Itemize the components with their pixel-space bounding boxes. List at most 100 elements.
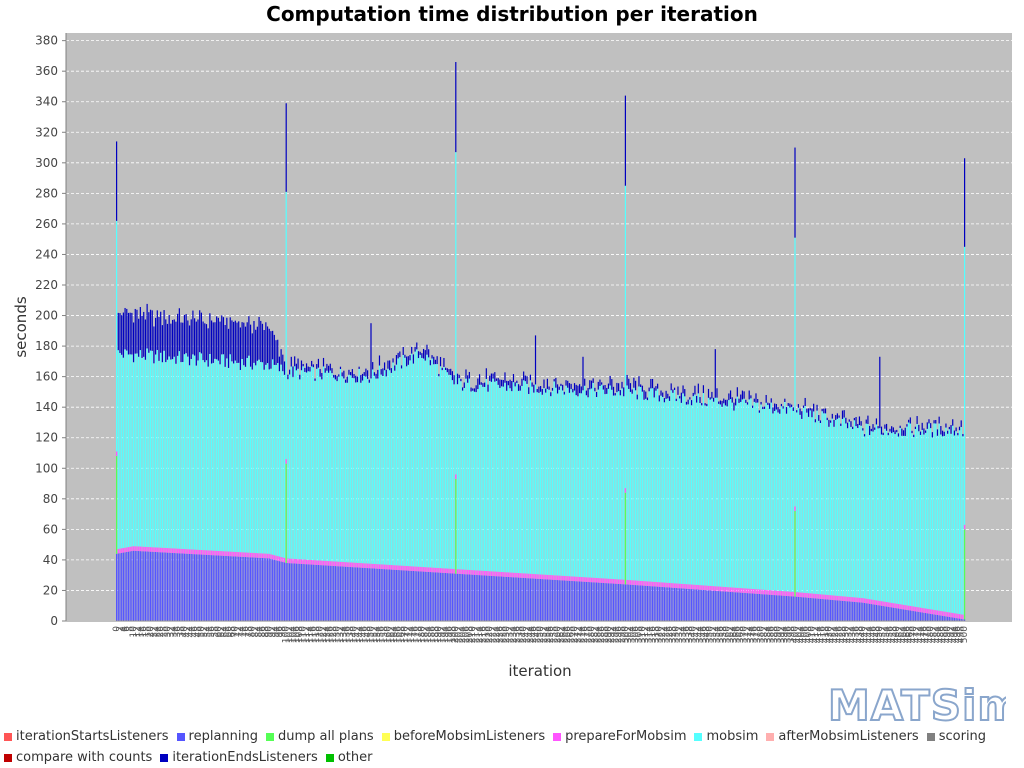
segment-replanning	[356, 567, 359, 621]
segment-replanning	[261, 558, 264, 621]
x-tick-label: 40	[180, 626, 190, 638]
segment-iterationEndsListeners	[255, 329, 257, 366]
segment-mobsim	[158, 360, 160, 548]
bar-iteration-488	[943, 431, 945, 621]
segment-mobsim	[351, 377, 353, 563]
segment-mobsim	[451, 380, 454, 569]
segment-mobsim	[791, 406, 793, 592]
segment-replanning	[126, 551, 128, 621]
x-tick-label: 142	[353, 626, 363, 643]
segment-iterationEndsListeners	[684, 389, 686, 397]
bar-iteration-72	[238, 321, 240, 621]
segment-prepareForMobsim	[582, 577, 584, 582]
segment-iterationEndsListeners	[719, 400, 721, 405]
segment-prepareForMobsim	[394, 565, 396, 570]
segment-mobsim	[948, 429, 950, 613]
segment-iterationEndsListeners	[655, 386, 657, 391]
segment-prepareForMobsim	[421, 566, 423, 572]
segment-prepareForMobsim	[407, 566, 409, 571]
segment-iterationEndsListeners	[813, 403, 815, 412]
segment-replanning	[880, 605, 883, 621]
bar-iteration-464	[902, 430, 905, 621]
segment-replanning	[914, 611, 917, 621]
segment-prepareForMobsim	[921, 607, 923, 613]
x-tick-label: 100	[282, 626, 292, 643]
bar-iteration-319	[657, 383, 659, 621]
x-tick-label: 108	[295, 626, 305, 643]
segment-replanning	[372, 568, 374, 621]
legend-label: iterationStartsListeners	[16, 729, 169, 744]
bar-iteration-123	[324, 368, 326, 621]
segment-iterationEndsListeners	[947, 430, 949, 434]
segment-iterationEndsListeners	[521, 378, 523, 386]
segment-iterationEndsListeners	[122, 312, 124, 358]
x-tick-label: 106	[292, 626, 302, 643]
segment-mobsim	[665, 398, 667, 583]
y-tick-label: 60	[43, 522, 58, 536]
segment-replanning	[253, 557, 255, 621]
segment-iterationEndsListeners	[404, 354, 406, 358]
segment-prepareForMobsim	[726, 587, 728, 592]
segment-mobsim	[478, 384, 481, 571]
x-tick-label: 258	[550, 626, 560, 643]
segment-prepareForMobsim	[121, 548, 123, 553]
bar-iteration-267	[568, 383, 571, 621]
segment-mobsim	[807, 416, 810, 594]
segment-prepareForMobsim	[863, 598, 866, 603]
x-tick-label: 418	[821, 626, 831, 643]
bar-iteration-81	[253, 321, 255, 621]
segment-prepareForMobsim	[497, 571, 499, 577]
legend-row: iterationStartsListeners replanning dump a…	[4, 726, 1014, 768]
bar-iteration-254	[546, 378, 548, 621]
segment-replanning	[828, 599, 830, 621]
segment-mobsim	[166, 359, 169, 549]
segment-prepareForMobsim	[339, 561, 342, 567]
segment-mobsim	[511, 391, 513, 573]
segment-replanning	[168, 552, 170, 621]
segment-iterationEndsListeners	[338, 374, 340, 377]
segment-iterationEndsListeners	[358, 366, 360, 369]
segment-prepareForMobsim	[685, 584, 688, 589]
segment-iterationEndsListeners	[138, 318, 140, 357]
segment-prepareForMobsim	[512, 572, 515, 578]
segment-replanning	[424, 571, 426, 621]
segment-mobsim	[460, 381, 462, 570]
segment-mobsim	[300, 370, 303, 560]
segment-replanning	[468, 574, 470, 621]
segment-replanning	[690, 589, 693, 621]
segment-prepareForMobsim	[594, 577, 596, 583]
segment-iterationEndsListeners	[460, 378, 462, 382]
segment-replanning	[684, 588, 686, 621]
segment-replanning	[143, 551, 145, 621]
segment-replanning	[433, 572, 435, 621]
bar-iteration-61	[219, 321, 221, 621]
segment-replanning	[268, 558, 270, 621]
segment-replanning	[575, 581, 577, 621]
segment-iterationEndsListeners	[821, 408, 823, 412]
segment-replanning	[928, 613, 930, 621]
segment-replanning	[541, 579, 543, 621]
bar-iteration-317	[653, 387, 655, 621]
bar-iteration-45	[192, 310, 194, 621]
segment-iterationEndsListeners	[935, 420, 937, 424]
segment-mobsim	[390, 372, 392, 566]
bar-iteration-316	[651, 378, 654, 621]
x-tick-label: 414	[814, 626, 824, 643]
segment-iterationEndsListeners	[258, 316, 260, 360]
segment-iterationEndsListeners	[646, 397, 649, 401]
segment-replanning	[517, 577, 520, 621]
segment-replanning	[295, 563, 297, 621]
bar-iteration-42	[187, 320, 189, 621]
segment-mobsim	[943, 435, 945, 612]
bar-iteration-328	[672, 389, 674, 621]
segment-iterationEndsListeners	[953, 430, 956, 436]
segment-iterationEndsListeners	[144, 319, 147, 360]
segment-prepareForMobsim	[117, 548, 119, 554]
bar-iteration-258	[553, 379, 555, 621]
segment-replanning	[367, 568, 369, 621]
segment-replanning	[597, 582, 599, 621]
segment-prepareForMobsim	[255, 553, 257, 558]
x-tick-label: 68	[227, 626, 237, 638]
segment-mobsim	[723, 403, 725, 587]
segment-iterationEndsListeners	[346, 376, 348, 383]
